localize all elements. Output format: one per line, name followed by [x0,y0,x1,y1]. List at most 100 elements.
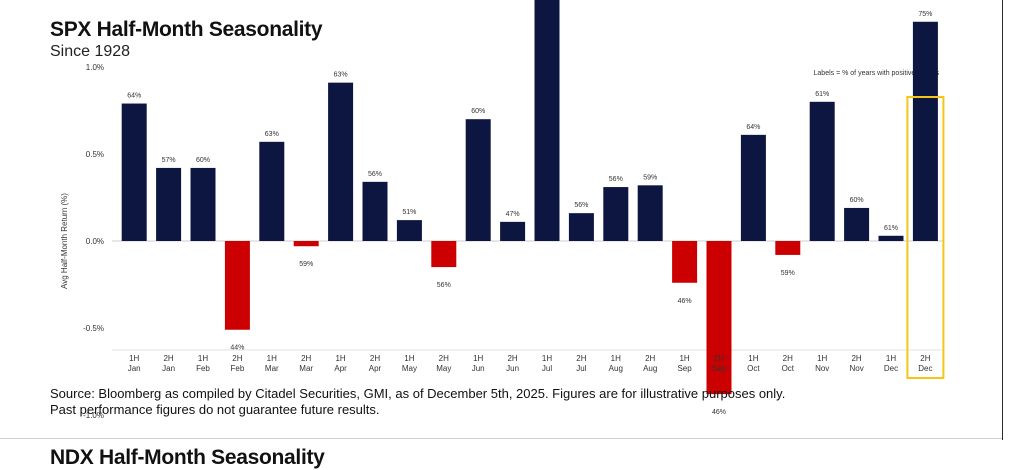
data-label: 63% [265,131,279,138]
x-tick-label-month: Jan [128,364,141,373]
x-tick-label-half: 1H [817,354,827,363]
bar-2h-jul [568,213,594,241]
y-axis-title: Avg Half-Month Return (%) [60,193,69,289]
x-tick-label-month: Apr [334,364,347,373]
x-tick-label-half: 1H [611,354,621,363]
bar-2h-mar [293,241,319,247]
x-tick-label-month: Feb [196,364,210,373]
data-label: 56% [368,171,382,178]
data-label: 61% [884,225,898,232]
x-tick-label-half: 2H [232,354,242,363]
source-line-2: Past performance figures do not guarante… [50,402,380,417]
x-tick-label-month: Nov [815,364,829,373]
data-label: 60% [850,197,864,204]
data-label: 56% [574,202,588,209]
bar-2h-jan [156,167,182,241]
bar-1h-mar [259,141,285,241]
y-tick-label: -0.5% [83,324,104,333]
x-tick-label-month: Sep [677,364,692,373]
bar-1h-oct [740,134,766,241]
bar-2h-sep [706,241,732,395]
bar-1h-dec [878,235,904,241]
x-tick-label-half: 1H [404,354,414,363]
source-line-1: Source: Bloomberg as compiled by Citadel… [50,386,786,401]
y-tick-label: 0.5% [86,150,104,159]
data-label: 64% [746,124,760,131]
bar-2h-feb [224,241,250,330]
bar-2h-aug [637,185,663,241]
x-tick-label-half: 1H [129,354,139,363]
frame-border-bottom [0,438,1002,439]
bar-2h-nov [844,207,870,241]
bar-1h-jun [465,119,491,241]
x-tick-label-half: 1H [886,354,896,363]
highlight-box [906,96,945,379]
x-tick-label-half: 2H [920,354,930,363]
bar-1h-may [396,220,422,241]
source-note: Source: Bloomberg as compiled by Citadel… [50,386,785,418]
x-tick-label-month: Jun [472,364,485,373]
data-label: 47% [506,211,520,218]
bar-2h-jun [500,221,526,241]
x-tick-label-month: Jul [542,364,552,373]
data-label: 64% [127,93,141,100]
x-tick-label-half: 2H [370,354,380,363]
x-tick-label-month: Nov [849,364,863,373]
x-tick-label-half: 1H [542,354,552,363]
x-tick-label-half: 1H [267,354,277,363]
data-label: 59% [643,174,657,181]
x-tick-label-month: Oct [747,364,760,373]
x-tick-label-month: May [402,364,417,373]
x-tick-label-half: 2H [301,354,311,363]
legend-note: Labels = % of years with positive return… [813,70,939,77]
x-tick-label-month: Jun [506,364,519,373]
bar-1h-aug [603,187,629,241]
bar-1h-jan [121,103,147,241]
x-tick-label-half: 1H [335,354,345,363]
bar-1h-feb [190,167,216,241]
data-label: 57% [162,157,176,164]
bar-1h-sep [672,241,698,283]
x-tick-label-month: Dec [918,364,932,373]
x-tick-label-half: 1H [679,354,689,363]
x-tick-label-half: 2H [645,354,655,363]
data-label: 51% [402,209,416,216]
x-tick-label-half: 2H [783,354,793,363]
bar-1h-nov [809,101,835,241]
frame-border-right [1002,0,1003,440]
x-tick-label-half: 1H [748,354,758,363]
bar-2h-apr [362,181,388,241]
x-tick-label-half: 2H [439,354,449,363]
data-label: 46% [678,298,692,305]
x-tick-label-month: Mar [265,364,279,373]
chart-title: SPX Half-Month Seasonality [50,18,323,41]
x-tick-label-month: May [436,364,451,373]
x-tick-label-month: Apr [369,364,382,373]
x-tick-label-half: 2H [714,354,724,363]
data-label: 46% [712,409,726,416]
x-tick-label-month: Jan [162,364,175,373]
next-chart-title: NDX Half-Month Seasonality [50,446,325,469]
bar-1h-apr [328,82,354,241]
data-label: 59% [299,261,313,268]
y-tick-label: 0.0% [86,237,104,246]
bar-chart: Avg Half-Month Return (%) -1.0% -0.5% 0.0% 0… [60,0,945,420]
bar-2h-may [431,241,457,268]
data-label: 63% [334,72,348,79]
x-tick-label-month: Sep [712,364,727,373]
y-tick-label: -1.0% [83,411,104,420]
data-label: 56% [437,282,451,289]
x-tick-label-half: 2H [163,354,173,363]
bar-2h-dec [912,21,938,242]
x-tick-label-half: 2H [507,354,517,363]
x-tick-label-half: 1H [473,354,483,363]
x-tick-label-half: 2H [851,354,861,363]
data-label: 59% [781,270,795,277]
chart-subtitle: Since 1928 [50,43,131,60]
x-tick-label-half: 2H [576,354,586,363]
data-label: 60% [471,108,485,115]
x-tick-label-half: 1H [198,354,208,363]
data-label: 61% [815,91,829,98]
x-tick-label-month: Feb [231,364,245,373]
x-tick-label-month: Mar [299,364,313,373]
